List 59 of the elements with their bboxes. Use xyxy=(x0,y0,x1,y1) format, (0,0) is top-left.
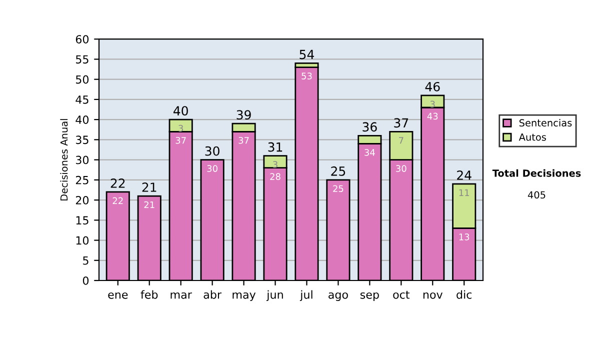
x-tick-label: ago xyxy=(328,292,348,301)
data-label: 30 xyxy=(207,165,218,172)
y-tick-label: 20 xyxy=(76,196,89,204)
data-label: 3 xyxy=(273,161,278,168)
total-label: 37 xyxy=(394,118,408,128)
data-label: 25 xyxy=(333,185,344,192)
data-label: 7 xyxy=(399,137,404,144)
data-label: 37 xyxy=(176,136,186,144)
y-tick-label: 60 xyxy=(76,35,89,44)
total-label: 25 xyxy=(331,166,346,176)
x-tick-label: dic xyxy=(456,290,472,299)
y-tick-label: 35 xyxy=(76,136,88,144)
x-tick-label: ene xyxy=(108,292,128,299)
x-tick-label: jun xyxy=(266,290,283,301)
x-tick-label: may xyxy=(232,292,256,301)
total-label: 40 xyxy=(173,106,188,116)
data-label: 21 xyxy=(144,201,154,208)
text: Total Decisiones xyxy=(492,169,581,177)
total-label: 36 xyxy=(362,122,377,132)
y-tick-label: 15 xyxy=(76,216,88,225)
data-label: 30 xyxy=(396,165,406,172)
x-tick-label: jul xyxy=(300,290,312,301)
x-tick-label: oct xyxy=(393,290,410,299)
x-tick-label: mar xyxy=(170,292,192,299)
y-tick-label: 25 xyxy=(76,176,88,184)
total-label: 22 xyxy=(110,178,125,188)
data-label: 3 xyxy=(178,124,183,132)
y-tick-label: 45 xyxy=(76,96,88,104)
y-axis-title: Decisiones Anual xyxy=(60,119,68,200)
data-label: 34 xyxy=(364,149,375,156)
x-tick-label: sep xyxy=(360,292,379,301)
y-tick-label: 40 xyxy=(76,116,89,124)
data-label: 53 xyxy=(302,72,312,80)
y-tick-label: 50 xyxy=(76,75,89,84)
text: 405 xyxy=(528,191,546,199)
legend-label: Sentencias xyxy=(519,118,572,127)
y-tick-label: 10 xyxy=(76,236,89,245)
y-tick-label: 30 xyxy=(76,156,89,164)
y-tick-label: 5 xyxy=(83,256,88,265)
legend-label: Autos xyxy=(518,134,546,141)
total-label: 30 xyxy=(205,146,220,156)
total-label: 39 xyxy=(236,110,251,120)
data-label: 22 xyxy=(112,197,123,204)
data-label: 37 xyxy=(238,136,249,144)
data-label: 3 xyxy=(430,100,435,108)
data-label: 13 xyxy=(459,234,470,240)
total-label: 21 xyxy=(142,182,156,192)
x-tick-label: abr xyxy=(204,290,222,299)
data-label: 11 xyxy=(459,189,470,196)
total-label: 24 xyxy=(457,170,472,180)
x-tick-label: nov xyxy=(423,292,443,299)
data-label: 43 xyxy=(427,112,438,120)
data-label: 28 xyxy=(270,173,280,180)
total-label: 54 xyxy=(300,50,314,60)
total-label: 31 xyxy=(268,142,282,152)
y-tick-label: 55 xyxy=(76,55,88,64)
y-tick-label: 0 xyxy=(82,276,89,285)
total-label: 46 xyxy=(425,82,440,92)
x-tick-label: feb xyxy=(140,290,158,299)
